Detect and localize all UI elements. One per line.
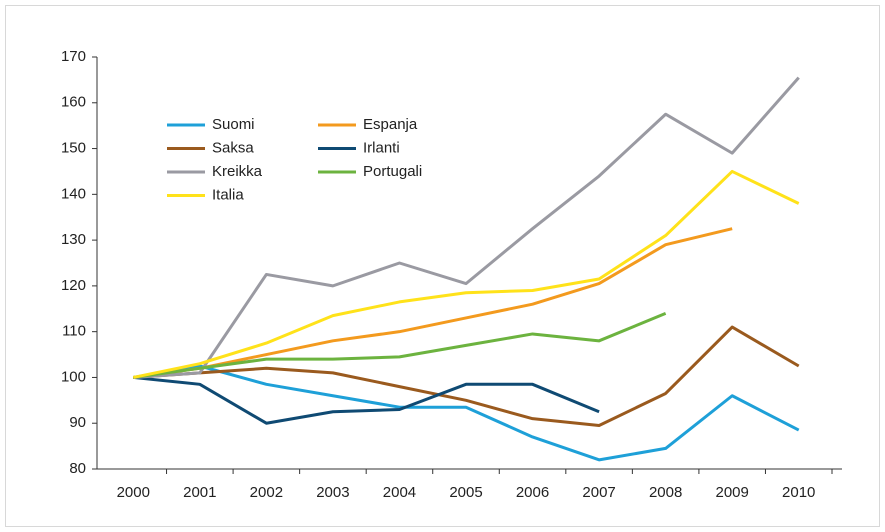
y-tick-label: 100 <box>61 368 86 385</box>
x-tick-label: 2008 <box>649 484 682 501</box>
x-tick-label: 2004 <box>383 484 416 501</box>
series-line <box>133 375 600 425</box>
legend-label: Saksa <box>212 139 254 156</box>
x-tick-label: 2009 <box>715 484 748 501</box>
legend-label: Suomi <box>212 116 255 133</box>
x-tick-label: 2003 <box>316 484 349 501</box>
y-tick-label: 110 <box>62 323 86 340</box>
y-tick-label: 120 <box>61 277 86 294</box>
series-line <box>133 364 800 462</box>
series-line <box>133 325 800 428</box>
series-line <box>132 169 800 379</box>
x-tick-label: 2001 <box>183 484 216 501</box>
x-tick-label: 2006 <box>516 484 549 501</box>
x-tick-label: 2002 <box>250 484 283 501</box>
y-tick-label: 150 <box>61 140 86 157</box>
frame <box>5 5 880 527</box>
legend-label: Espanja <box>363 116 418 133</box>
series-line <box>133 227 733 379</box>
y-tick-label: 160 <box>61 94 86 111</box>
legend-label: Kreikka <box>212 163 263 180</box>
x-tick-label: 2005 <box>449 484 482 501</box>
series-line <box>133 311 667 379</box>
y-tick-label: 90 <box>69 414 86 431</box>
y-tick-label: 140 <box>61 185 86 202</box>
y-tick-label: 80 <box>69 460 86 477</box>
y-tick-label: 130 <box>61 231 86 248</box>
x-tick-label: 2007 <box>582 484 615 501</box>
series-line <box>133 76 800 379</box>
x-tick-label: 2000 <box>117 484 150 501</box>
legend-label: Irlanti <box>363 139 400 156</box>
legend-label: Portugali <box>363 163 422 180</box>
x-tick-label: 2010 <box>782 484 815 501</box>
y-tick-label: 170 <box>61 48 86 65</box>
legend-label: Italia <box>212 186 244 203</box>
